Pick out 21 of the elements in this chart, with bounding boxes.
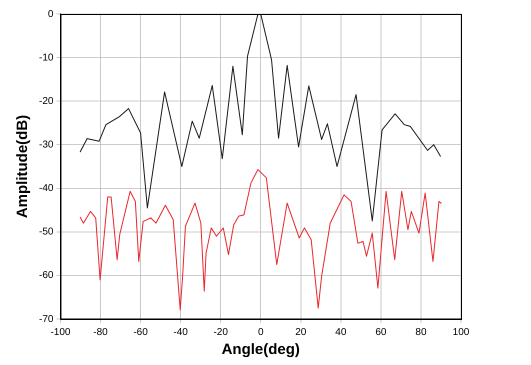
y-tick-label: -20 (39, 96, 54, 107)
y-tick-label: 0 (48, 8, 54, 20)
y-axis-title: Amplitude(dB) (14, 114, 32, 218)
x-tick-label: 100 (452, 326, 470, 338)
y-tick-label: -70 (39, 314, 54, 325)
y-tick-label: -30 (39, 139, 54, 150)
x-axis-title: Angle(deg) (222, 341, 300, 358)
x-tick-label: 20 (295, 326, 307, 338)
y-tick-label: -60 (39, 270, 54, 282)
x-tick-label: -100 (50, 326, 71, 338)
x-tick-label: 80 (415, 326, 427, 338)
x-tick-label: -60 (133, 326, 148, 338)
y-tick-label: -50 (39, 226, 54, 238)
x-tick-label: -80 (93, 326, 108, 338)
x-tick-label: 0 (258, 326, 264, 338)
x-tick-label: -20 (213, 326, 228, 338)
x-tick-label: 60 (375, 326, 387, 338)
y-tick-label: -10 (39, 52, 54, 64)
y-tick-label: -40 (39, 183, 54, 194)
x-tick-label: 40 (335, 326, 347, 338)
x-tick-label: -40 (173, 326, 188, 338)
